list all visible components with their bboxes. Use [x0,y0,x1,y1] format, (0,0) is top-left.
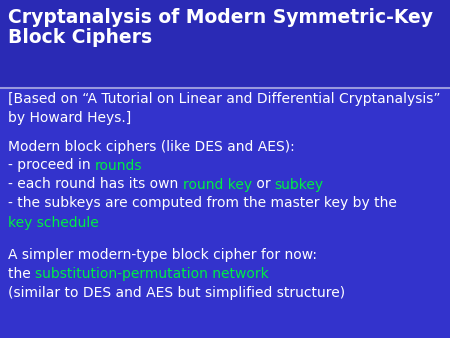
Text: by Howard Heys.]: by Howard Heys.] [8,111,131,125]
Text: rounds: rounds [95,159,143,172]
Text: (similar to DES and AES but simplified structure): (similar to DES and AES but simplified s… [8,286,345,300]
Text: Cryptanalysis of Modern Symmetric-Key: Cryptanalysis of Modern Symmetric-Key [8,8,433,27]
Text: - the subkeys are computed from the master key by the: - the subkeys are computed from the mast… [8,196,397,211]
Text: Modern block ciphers (like DES and AES):: Modern block ciphers (like DES and AES): [8,140,295,153]
Text: the: the [8,267,35,281]
Text: [Based on “A Tutorial on Linear and Differential Cryptanalysis”: [Based on “A Tutorial on Linear and Diff… [8,92,441,106]
Text: A simpler modern-type block cipher for now:: A simpler modern-type block cipher for n… [8,248,317,262]
Text: subkey: subkey [275,177,324,192]
Bar [0,0,450,88]
Text: key schedule: key schedule [8,216,99,230]
Text: substitution-permutation network: substitution-permutation network [35,267,269,281]
Text: or: or [252,177,275,192]
Text: - proceed in: - proceed in [8,159,95,172]
Text: Block Ciphers: Block Ciphers [8,28,152,47]
Text: - each round has its own: - each round has its own [8,177,183,192]
Text: round key: round key [183,177,252,192]
